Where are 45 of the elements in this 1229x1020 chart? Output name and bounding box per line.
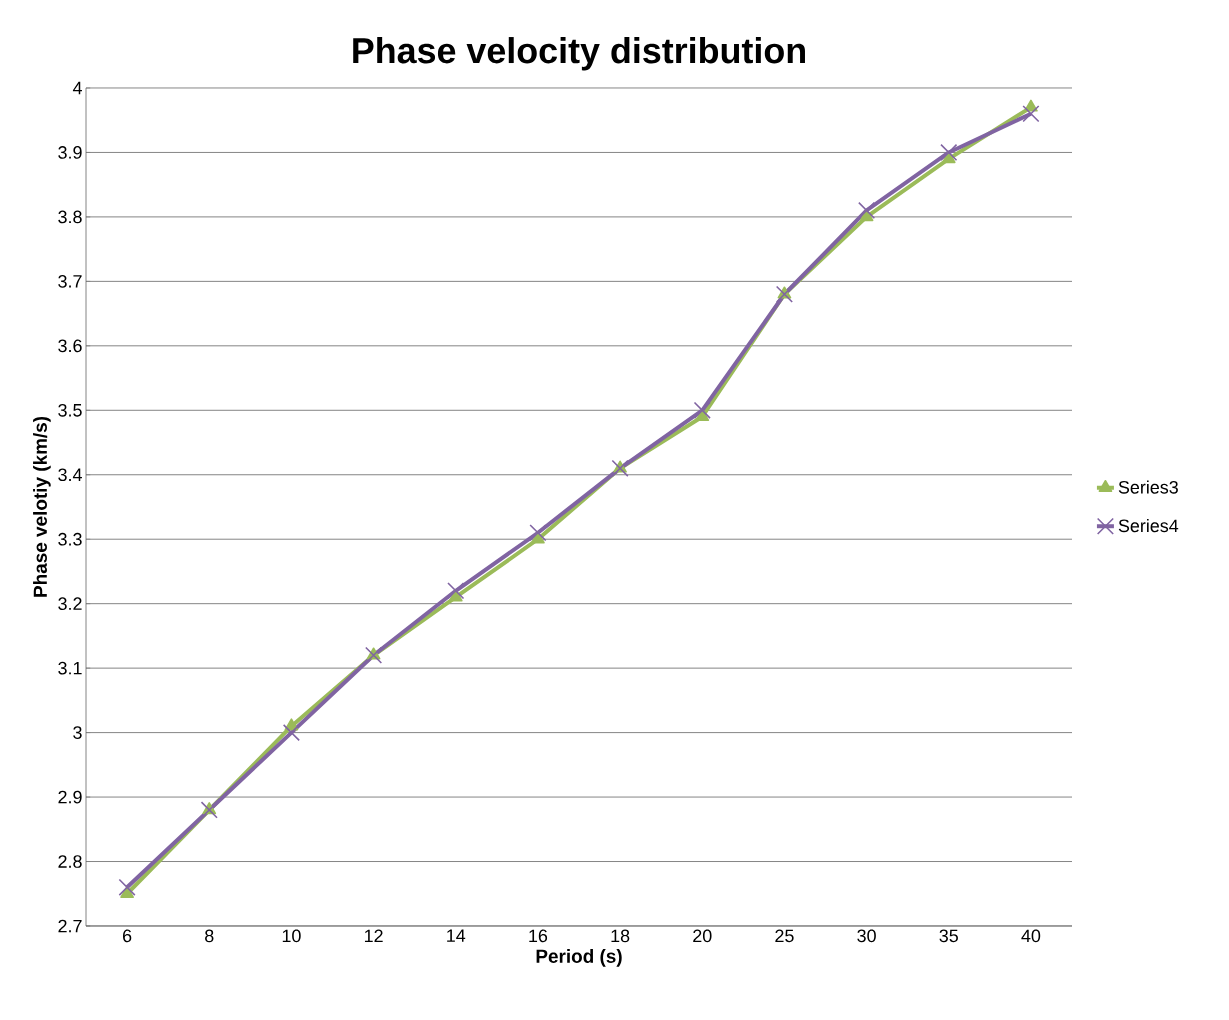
chart-title: Phase velocity distribution (353, 37, 805, 71)
point (282, 724, 301, 742)
point (531, 531, 545, 544)
x-axis-title: Period (s) (536, 949, 622, 967)
point (775, 285, 794, 303)
point (365, 646, 383, 664)
point (940, 143, 958, 162)
y-tick-label: 3.6 (58, 339, 82, 353)
x-tick-label: 14 (447, 929, 466, 942)
y-tick-label: 2.7 (58, 919, 82, 933)
point (118, 878, 136, 896)
x-tick-label: 25 (775, 929, 794, 943)
point (447, 582, 465, 600)
y-tick-label: 2.9 (58, 790, 82, 804)
point (529, 524, 547, 542)
y-tick-label: 3.7 (58, 275, 82, 288)
point (1022, 105, 1040, 123)
x-tick-label: 10 (282, 929, 301, 943)
x-tick-label: 18 (611, 929, 630, 943)
y-axis-title: Phase velotiy (km/s) (33, 416, 51, 597)
point (200, 801, 218, 819)
y-tick-label: 4 (72, 81, 82, 95)
point (448, 589, 463, 602)
y-tick-label: 3.1 (58, 661, 82, 675)
x-tick-label: 30 (857, 929, 876, 943)
x-tick-label: 6 (123, 929, 132, 943)
y-tick-label: 3.2 (58, 597, 82, 611)
x-tick-label: 35 (939, 929, 958, 943)
y-tick-label: 3.8 (58, 210, 82, 224)
x-tick-label: 16 (529, 929, 548, 943)
point (693, 401, 711, 419)
x-tick-label: 20 (693, 929, 712, 943)
x-tick-label: 12 (364, 929, 383, 943)
legend-label: Series4 (1118, 518, 1179, 533)
y-tick-label: 3.3 (58, 532, 82, 546)
point (611, 459, 629, 477)
x-tick-label: 8 (205, 929, 214, 943)
y-tick-label: 3.5 (58, 403, 82, 417)
point (858, 201, 876, 220)
x-tick-label: 40 (1021, 929, 1041, 943)
y-tick-label: 2.8 (58, 855, 82, 868)
legend-label: Series3 (1118, 480, 1178, 494)
y-tick-label: 3.9 (58, 146, 82, 159)
y-tick-label: 3.4 (58, 468, 82, 482)
y-tick-label: 3 (73, 726, 82, 739)
